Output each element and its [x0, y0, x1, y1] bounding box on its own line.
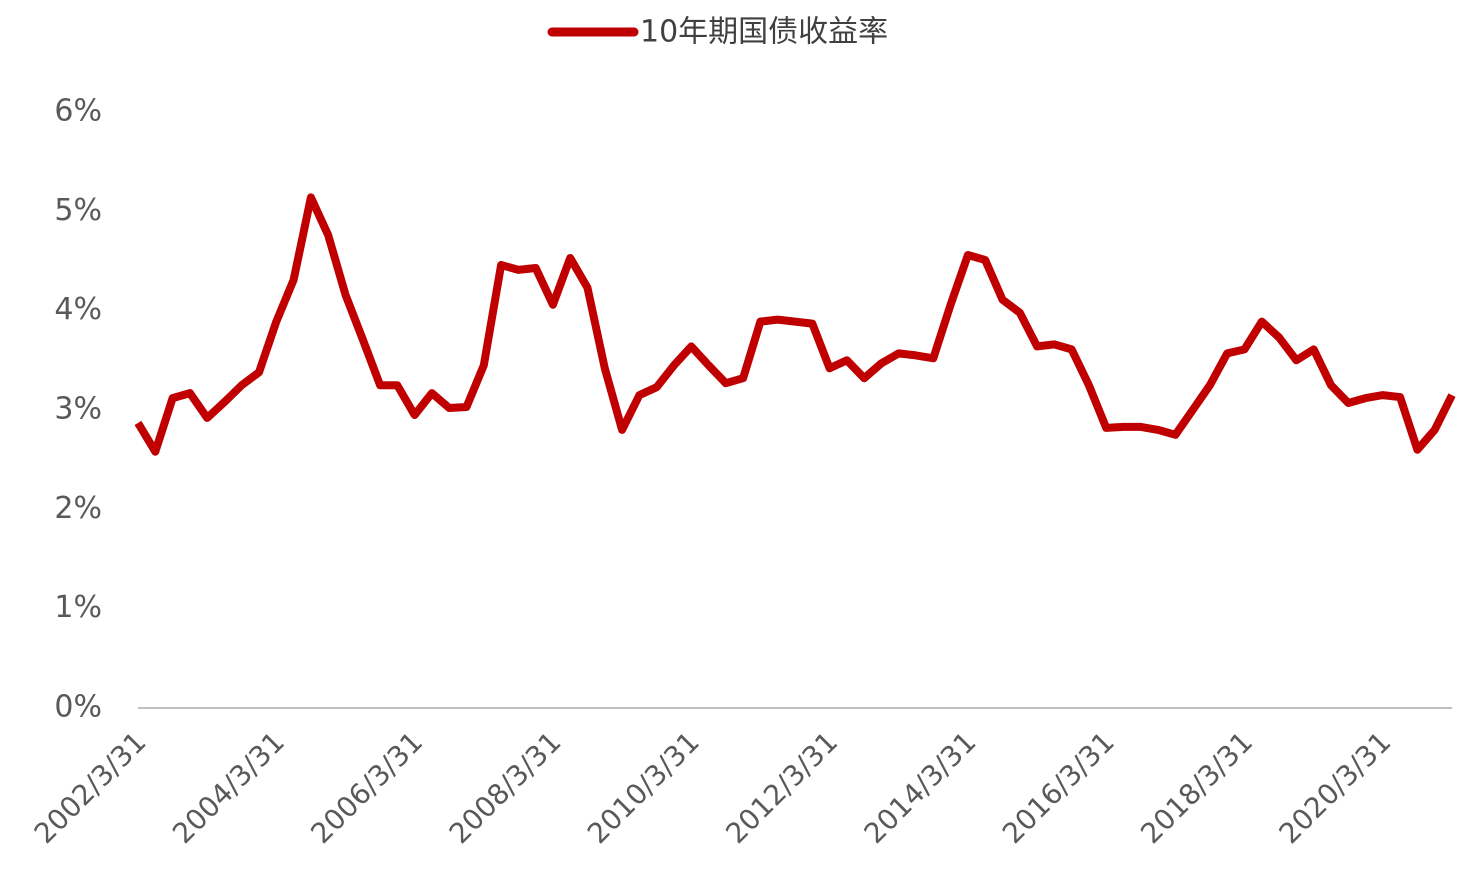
- x-tick-label: 2006/3/31: [304, 725, 429, 850]
- x-tick-label: 2016/3/31: [996, 725, 1121, 850]
- y-tick-label: 6%: [54, 94, 102, 129]
- y-tick-label: 0%: [54, 690, 102, 725]
- x-tick-label: 2008/3/31: [443, 725, 568, 850]
- x-tick-label: 2014/3/31: [858, 725, 983, 850]
- x-tick-label: 2018/3/31: [1134, 725, 1259, 850]
- line-series: [134, 193, 1456, 456]
- y-tick-label: 1%: [54, 590, 102, 625]
- y-tick-label: 4%: [54, 292, 102, 327]
- x-tick-label: 2012/3/31: [719, 725, 844, 850]
- x-tick-label: 2020/3/31: [1273, 725, 1398, 850]
- y-tick-label: 5%: [54, 193, 102, 228]
- y-tick-label: 2%: [54, 491, 102, 526]
- x-tick-label: 2002/3/31: [28, 725, 153, 850]
- x-tick-label: 2004/3/31: [166, 725, 291, 850]
- y-tick-label: 3%: [54, 392, 102, 427]
- x-tick-label: 2010/3/31: [581, 725, 706, 850]
- legend-label: 10年期国债收益率: [640, 15, 888, 50]
